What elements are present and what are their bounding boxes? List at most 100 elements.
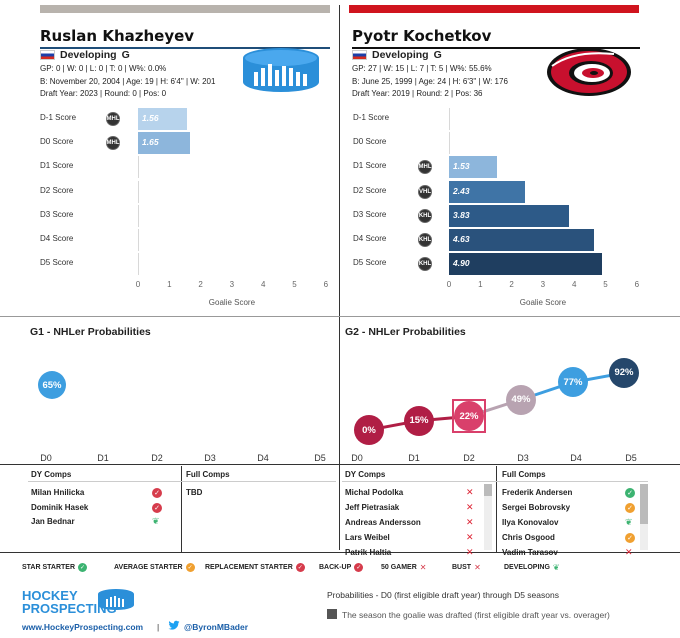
- draft-season-label: D5: [625, 453, 637, 463]
- check-icon: ✓: [152, 502, 162, 513]
- score-bar: 4.63: [449, 229, 594, 251]
- drafted-note: The season the goalie was drafted (first…: [342, 610, 610, 620]
- score-row-label: D5 Score: [353, 258, 387, 268]
- legend-item: REPLACEMENT STARTER ✓: [205, 563, 305, 572]
- russia-flag-icon: [40, 50, 55, 60]
- score-bar-value: 1.65: [142, 137, 159, 148]
- bust-x-icon: ✕: [466, 517, 474, 527]
- legend-label: DEVELOPING: [504, 564, 550, 571]
- legend-check-icon: ✓: [295, 563, 305, 572]
- bust-x-icon: ✕: [466, 532, 474, 542]
- score-row-label: D-1 Score: [353, 113, 390, 122]
- left-name-underline: [40, 47, 330, 49]
- right-full-scrollbar[interactable]: [640, 484, 648, 550]
- score-row-label: D1 Score: [353, 161, 387, 171]
- footer-separator: |: [157, 622, 160, 632]
- legend-item: STAR STARTER ✓: [22, 563, 88, 572]
- draft-season-label: D4: [257, 453, 269, 463]
- legend-x-icon: ✕: [474, 563, 481, 572]
- score-row-label: D4 Score: [353, 234, 387, 243]
- league-logo-icon: MHL: [418, 160, 432, 175]
- brand-puck-icon: [98, 589, 134, 610]
- right-header-bar: [349, 5, 639, 13]
- axis-tick-label: 3: [229, 280, 235, 289]
- score-bar: 1.53: [449, 156, 497, 179]
- comp-name: Lars Weibel: [345, 533, 390, 542]
- left-header-bar: [40, 5, 330, 13]
- axis-tick-label: 0: [135, 280, 141, 289]
- comp-name: Ilya Konovalov: [502, 518, 559, 527]
- draft-season-label: D0: [40, 453, 52, 463]
- twitter-handle[interactable]: @ByronMBader: [184, 622, 249, 632]
- right-comps-split: [496, 466, 497, 552]
- axis-tick-label: 1: [167, 280, 172, 289]
- legend-item: BUST ✕: [452, 563, 481, 572]
- left-status: Developing G: [40, 49, 130, 61]
- comp-name: Frederik Andersen: [502, 488, 573, 497]
- comp-name: Patrik Haltia: [345, 548, 392, 557]
- row-baseline: [138, 253, 139, 276]
- axis-title: Goalie Score: [208, 298, 256, 307]
- score-bar-value: 1.56: [142, 113, 159, 123]
- check-icon: ✓: [152, 488, 162, 498]
- axis-title: Goalie Score: [519, 298, 567, 307]
- comp-name: Jan Bednar: [31, 517, 75, 526]
- axis-tick-label: 1: [478, 280, 483, 289]
- legend-label: REPLACEMENT STARTER: [205, 564, 293, 571]
- score-row-label: D5 Score: [40, 258, 74, 268]
- bust-x-icon: ✕: [625, 547, 633, 557]
- comp-name: Jeff Pietrasiak: [345, 503, 400, 512]
- league-logo-icon: KHL: [418, 233, 432, 247]
- row-baseline: [449, 132, 450, 155]
- draft-season-label: D1: [408, 453, 420, 463]
- prob-point: 77%: [558, 367, 588, 398]
- drafted-swatch: [327, 609, 337, 619]
- legend-item: 50 GAMER ✕: [381, 563, 427, 572]
- website-link[interactable]: www.HockeyProspecting.com: [22, 622, 144, 632]
- left-bio-line: B: November 20, 2004 | Age: 19 | H: 6'4"…: [40, 77, 216, 86]
- right-dy-scrollbar[interactable]: [484, 484, 492, 550]
- right-dy-comps-title: DY Comps: [345, 470, 386, 479]
- row-baseline: [138, 180, 139, 203]
- legend-label: AVERAGE STARTER: [114, 564, 183, 571]
- comp-name: Milan Hnilicka: [31, 488, 85, 497]
- unknown-team-logo-icon: [243, 48, 319, 92]
- score-bar: 1.65: [138, 132, 190, 155]
- legend-check-icon: ✓: [354, 563, 364, 572]
- developing-leaf-icon: ❦: [152, 516, 160, 526]
- league-logo-icon: KHL: [418, 208, 432, 223]
- comp-name: Michal Podolka: [345, 488, 404, 497]
- league-logo-icon: VHL: [418, 184, 432, 199]
- prob-point: 0%: [354, 415, 384, 445]
- comps-divider: [0, 464, 680, 465]
- axis-tick-label: 6: [634, 280, 640, 289]
- legend-item: DEVELOPING ❦: [504, 563, 560, 572]
- center-divider: [339, 5, 340, 550]
- score-bar: 3.83: [449, 204, 569, 227]
- score-bar: 2.43: [449, 180, 526, 203]
- prob-point: 22%: [454, 401, 484, 432]
- left-position: G: [121, 49, 130, 61]
- legend-label: BACK-UP: [319, 564, 352, 571]
- comp-name: Dominik Hasek: [31, 502, 89, 512]
- score-bar: 1.56: [138, 108, 187, 130]
- axis-tick-label: 3: [540, 280, 546, 289]
- drafted-marker: [452, 399, 486, 434]
- score-bar-value: 2.43: [453, 185, 470, 196]
- bust-x-icon: ✕: [466, 487, 474, 497]
- left-status-label: Developing: [60, 49, 117, 61]
- legend-label: BUST: [452, 564, 472, 571]
- left-comps-head-line: [28, 481, 336, 482]
- legend-check-icon: ✓: [78, 563, 88, 572]
- hurricanes-logo-icon: [547, 48, 631, 96]
- check-icon: ✓: [625, 503, 635, 513]
- right-stats-line: GP: 27 | W: 15 | L: 7 | T: 5 | W%: 55.6%: [352, 64, 492, 73]
- axis-tick-label: 4: [260, 280, 266, 289]
- prob-point: 49%: [506, 384, 536, 415]
- draft-season-label: D3: [517, 453, 529, 463]
- left-comps-split: [181, 466, 182, 552]
- legend-label: 50 GAMER: [381, 564, 417, 571]
- score-row-label: D3 Score: [40, 209, 74, 219]
- right-prob-title: G2 - NHLer Probabilities: [345, 326, 466, 338]
